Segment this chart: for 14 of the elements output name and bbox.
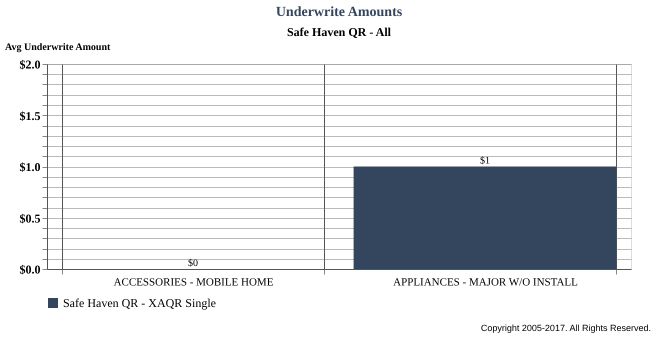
chart-subtitle: Safe Haven QR - All [287,25,392,39]
y-axis-title: Avg Underwrite Amount [5,42,112,53]
x-tick-label: APPLIANCES - MAJOR W/O INSTALL [393,276,578,288]
data-label: $1 [480,156,490,166]
legend-label: Safe Haven QR - XAQR Single [63,296,216,310]
data-label: $0 [188,258,198,269]
chart-title: Underwrite Amounts [276,5,403,20]
y-tick-label: $1.5 [20,108,40,123]
y-tick-label: $0.0 [20,262,40,276]
text: Copyright 2005-2017. All Rights Reserved. [480,323,651,333]
y-tick-label: $0.5 [20,211,40,226]
y-tick-label: $1.0 [20,160,40,174]
x-tick-label: ACCESSORIES - MOBILE HOME [114,276,274,288]
y-tick-label: $2.0 [20,58,40,72]
